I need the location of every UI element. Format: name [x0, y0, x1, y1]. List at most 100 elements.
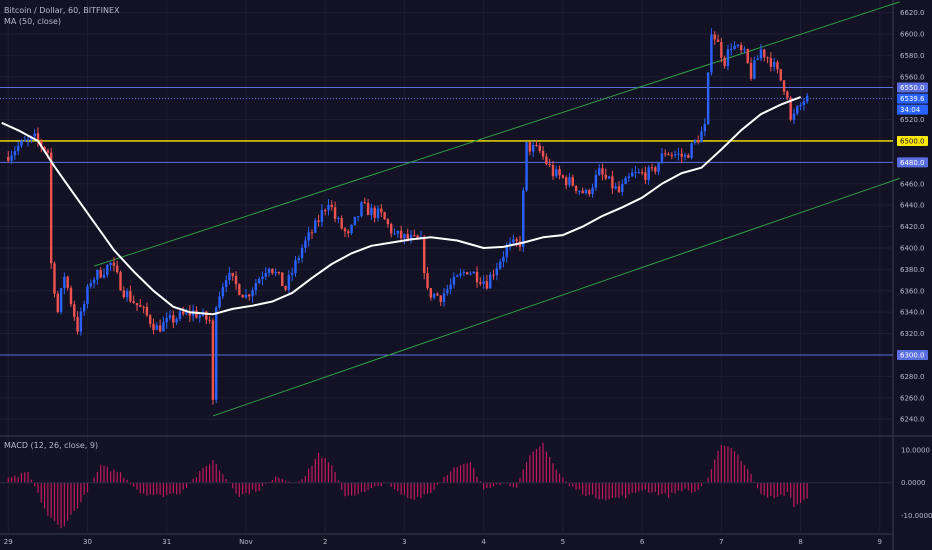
- candle-body: [647, 167, 650, 180]
- candle-body: [36, 133, 40, 142]
- candle-body: [238, 284, 241, 295]
- candle-body: [723, 57, 726, 67]
- candle-body: [320, 210, 324, 222]
- candle-body: [634, 172, 637, 174]
- level-badge: 6550.0: [900, 84, 925, 92]
- candle-body: [736, 45, 740, 47]
- candle-body: [561, 175, 565, 178]
- candle-body: [409, 235, 413, 239]
- candle-body: [106, 264, 109, 275]
- candle-body: [465, 272, 469, 275]
- candle-body: [403, 234, 406, 239]
- candle-body: [525, 142, 528, 191]
- macd-histogram: [0, 442, 893, 529]
- candle-body: [667, 154, 670, 156]
- candle-body: [746, 49, 749, 63]
- candle-body: [538, 145, 541, 151]
- candle-body: [779, 69, 782, 81]
- candle-body: [129, 291, 132, 302]
- candle-body: [205, 311, 208, 320]
- candle-body: [492, 274, 495, 276]
- candle-body: [423, 236, 426, 274]
- price-tick-label: 6340.0: [900, 309, 925, 317]
- trend-channel[interactable]: [93, 1, 900, 417]
- candle-body: [739, 45, 743, 51]
- time-tick-label: 6: [640, 538, 645, 546]
- candle-body: [261, 276, 264, 280]
- horizontal-levels[interactable]: [0, 86, 893, 356]
- time-tick-label: 5: [561, 538, 565, 546]
- candle-body: [231, 272, 234, 276]
- candle-body: [314, 220, 317, 233]
- candle-body: [700, 131, 703, 143]
- candle-body: [489, 274, 492, 289]
- candle-body: [59, 288, 63, 313]
- candle-body: [99, 269, 102, 278]
- candle-body: [640, 172, 644, 174]
- candle-body: [317, 220, 320, 222]
- candle-body: [690, 143, 693, 158]
- candle-body: [677, 153, 680, 155]
- chart-title: Bitcoin / Dollar, 60, BITFINEX: [4, 6, 120, 15]
- candle-body: [40, 141, 43, 147]
- candle-body: [76, 316, 79, 332]
- candle-body: [763, 49, 766, 58]
- candle-body: [46, 150, 50, 153]
- candle-body: [604, 174, 607, 179]
- countdown-badge-bg: [897, 104, 928, 115]
- current-price-badge-bg: [897, 93, 928, 104]
- candle-body: [601, 168, 604, 175]
- candle-body: [310, 232, 314, 234]
- candle-body: [234, 275, 238, 285]
- price-tick-label: 6260.0: [900, 394, 925, 402]
- candle-body: [7, 157, 10, 161]
- candle-body: [33, 133, 36, 137]
- candle-body: [584, 190, 588, 194]
- candle-body: [142, 306, 145, 308]
- candle-body: [637, 172, 641, 174]
- candle-body: [588, 190, 591, 194]
- candle-body: [244, 294, 248, 298]
- candle-body: [132, 301, 135, 304]
- candle-body: [274, 271, 277, 274]
- candle-body: [716, 39, 720, 42]
- candle-body: [162, 322, 165, 332]
- candle-body: [406, 234, 409, 239]
- level-badge: 6480.0: [900, 159, 925, 167]
- candle-body: [796, 106, 799, 114]
- candle-body: [673, 154, 677, 156]
- candle-body: [786, 91, 789, 98]
- candle-body: [498, 261, 502, 269]
- candle-body: [165, 317, 168, 323]
- candle-body: [380, 208, 383, 213]
- candle-body: [323, 210, 327, 212]
- time-tick-label: 8: [798, 538, 802, 546]
- current-price-badge: 6539.6: [900, 95, 925, 103]
- candle-body: [396, 230, 400, 234]
- candle-body: [617, 186, 621, 192]
- candle-body: [347, 231, 350, 234]
- channel-line-upper: [93, 1, 900, 267]
- candle-body: [782, 80, 786, 92]
- candle-body: [304, 240, 307, 249]
- candle-body: [650, 167, 654, 169]
- price-tick-label: 6240.0: [900, 416, 925, 424]
- candle-body: [703, 123, 707, 132]
- candle-body: [119, 272, 122, 291]
- candle-body: [594, 175, 598, 188]
- candle-body: [86, 286, 89, 304]
- price-tick-label: 6360.0: [900, 287, 925, 295]
- candle-body: [386, 219, 390, 225]
- candle-body: [475, 271, 479, 283]
- candle-body: [215, 307, 218, 400]
- candle-body: [92, 279, 96, 284]
- candle-body: [528, 142, 532, 152]
- candle-body: [63, 276, 66, 289]
- candle-body: [449, 284, 452, 290]
- time-tick-label: 29: [4, 538, 13, 546]
- candle-body: [693, 140, 697, 144]
- candle-body: [185, 311, 188, 314]
- candle-body: [53, 263, 56, 294]
- candle-body: [254, 283, 258, 291]
